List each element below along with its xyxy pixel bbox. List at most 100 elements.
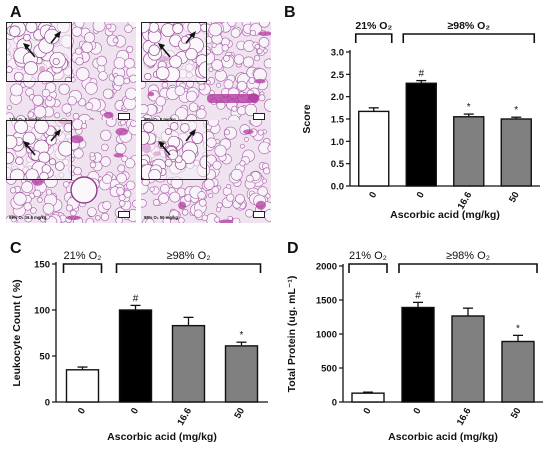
alveolus — [70, 209, 77, 217]
alveolus — [244, 103, 257, 117]
panel-letter-a: A — [10, 4, 22, 21]
alveolus — [250, 120, 263, 127]
alveolus — [106, 23, 112, 30]
alveolus — [185, 90, 198, 103]
alveolus — [23, 202, 32, 211]
alveolus — [124, 158, 136, 169]
blood-vessel — [243, 129, 254, 135]
inset-tissue — [142, 121, 206, 179]
arrow-icon — [158, 141, 165, 148]
alveolus — [164, 158, 173, 167]
alveolus — [123, 189, 132, 198]
alveolus — [155, 66, 170, 80]
arrow-icon — [54, 129, 61, 136]
y-axis-label: Total Protein (ug. mL⁻¹) — [286, 276, 298, 393]
alveolus — [208, 22, 223, 37]
blood-vessel — [70, 135, 84, 144]
alveolus — [223, 79, 234, 90]
alveolus — [71, 26, 82, 37]
alveolus — [206, 137, 217, 148]
micrograph-98-o2-0: 98% O₂ 0 mg/kg — [141, 22, 271, 125]
alveolus — [48, 158, 57, 166]
chart-c: 0 50 100 150 Leukocyte Count ( %) 0 #0 16.6 * 50 A… — [11, 250, 268, 443]
y-tick-label: 1.0 — [331, 137, 344, 148]
group-label: ≥98% O₂ — [167, 250, 211, 262]
blood-vessel — [258, 31, 271, 36]
alveolus — [10, 83, 24, 97]
y-tick-label: 0 — [45, 398, 50, 409]
alveolus — [41, 88, 51, 98]
alveolus — [130, 120, 136, 128]
alveolus — [101, 143, 109, 152]
alveolus — [152, 199, 160, 207]
alveolus — [116, 187, 125, 196]
alveolus — [75, 47, 83, 55]
alveolus — [149, 186, 155, 192]
panel-letter-d: D — [287, 240, 299, 257]
alveolus — [172, 23, 184, 34]
y-tick-label: 2.0 — [331, 92, 344, 103]
alveolus — [45, 189, 53, 196]
micrograph-21-o2-0: 21% O₂ 0 mg/kg — [6, 22, 136, 125]
alveolus — [212, 160, 222, 170]
alveolus — [194, 209, 203, 218]
alveolus — [21, 181, 34, 193]
alveolus — [37, 197, 43, 203]
alveolus — [243, 56, 255, 68]
alveolus — [191, 132, 204, 144]
alveolus — [75, 67, 90, 81]
alveolus — [226, 184, 232, 189]
alveolus — [180, 123, 190, 133]
significance-mark: # — [133, 293, 139, 304]
alveolus — [188, 102, 199, 112]
alveolus — [263, 167, 271, 175]
alveolus — [27, 111, 34, 118]
inset-tissue — [142, 23, 206, 81]
panel-a: A 21% O₂ 0 mg/kg 98% O₂ 0 mg/kg 98% O₂ 1… — [0, 0, 275, 225]
alveolus — [9, 25, 21, 37]
arrow-icon — [189, 31, 196, 38]
alveolus — [196, 108, 207, 120]
bar — [65, 369, 100, 403]
panel-letter-c: C — [10, 240, 22, 257]
alveolus — [246, 174, 254, 183]
alveolus — [125, 87, 136, 100]
alveolus — [73, 166, 82, 176]
alveolus — [61, 103, 72, 114]
alveolus — [158, 193, 169, 204]
alveolus — [81, 41, 93, 53]
blood-vessel — [113, 153, 124, 158]
alveolus — [14, 121, 29, 134]
alveolus — [256, 48, 263, 55]
group-bracket — [398, 263, 538, 273]
alveolus — [203, 178, 215, 190]
alveolus — [211, 59, 223, 71]
alveolus — [112, 37, 119, 44]
alveolus — [23, 33, 31, 42]
alveolus — [85, 217, 95, 223]
group-bracket — [62, 263, 103, 273]
alveolus — [227, 22, 237, 27]
significance-mark: * — [240, 330, 244, 341]
x-tick-label: 16.6 — [175, 406, 194, 428]
y-tick-label: 0.0 — [331, 182, 344, 193]
alveolus — [117, 164, 126, 173]
alveolus — [239, 160, 246, 167]
panel-c: C 0 50 100 150 Leukocyte Count ( %) 0 #0 16.6 * 5… — [0, 226, 275, 452]
alveolus — [155, 95, 166, 107]
alveolus — [185, 47, 198, 61]
blood-vessel — [255, 200, 266, 210]
panel-b: B 0.0 0.5 1.0 1.5 2.0 2.5 3.0 Score 0 #0 * 16.6 * 50 A… — [278, 0, 550, 225]
bar — [118, 309, 153, 403]
alveolus — [254, 44, 261, 50]
alveolus — [105, 120, 117, 127]
alveolus — [113, 74, 125, 87]
y-tick-label: 1000 — [316, 330, 337, 341]
alveolus — [214, 144, 227, 157]
alveolus — [226, 193, 235, 202]
alveolus — [58, 83, 70, 95]
group-label: ≥98% O₂ — [447, 20, 490, 32]
alveolus — [98, 71, 108, 81]
alveolus — [96, 55, 107, 67]
alveolus — [33, 105, 47, 119]
